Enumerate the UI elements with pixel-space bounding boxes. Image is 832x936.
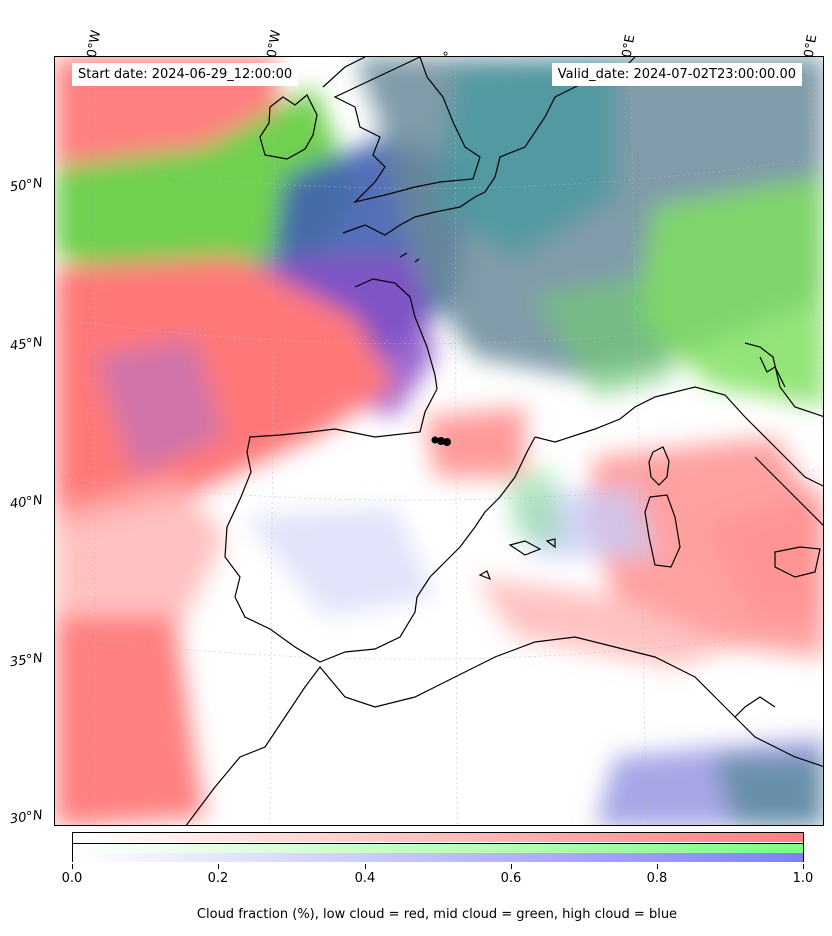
marker-cluster bbox=[431, 436, 451, 446]
graticule bbox=[55, 57, 823, 825]
colorbar bbox=[72, 832, 804, 862]
coast-italy-south bbox=[754, 456, 823, 526]
high-cloud-se-inner bbox=[715, 757, 823, 825]
coast-adriatic bbox=[744, 342, 823, 417]
coast-sardinia bbox=[644, 494, 681, 568]
cloud-field bbox=[55, 57, 823, 825]
coast-sicily bbox=[774, 546, 821, 578]
coast-channel-islands bbox=[399, 252, 420, 263]
valid-date-label: Valid_date: 2024-07-02T23:00:00.00 bbox=[551, 63, 802, 86]
coast-tunisia bbox=[734, 696, 776, 718]
colorbar-tick-label: 0.6 bbox=[500, 871, 522, 886]
coast-gulf-lion bbox=[534, 386, 823, 487]
colorbar-tick-label: 0.2 bbox=[207, 871, 229, 886]
low-cloud-sicily bbox=[475, 577, 735, 667]
low-cloud-sw bbox=[55, 617, 205, 825]
lat-label-50n: 50°N bbox=[9, 175, 44, 196]
coastlines bbox=[185, 57, 823, 825]
lat-label-30n: 30°N bbox=[9, 807, 44, 828]
coast-balearics bbox=[478, 538, 556, 581]
colorbar-tick-label: 0.8 bbox=[646, 871, 668, 886]
colorbar-tick bbox=[803, 864, 804, 869]
low-cloud-ionian bbox=[705, 487, 823, 617]
colorbar-tick bbox=[218, 864, 219, 869]
teal-cloud bbox=[435, 57, 615, 257]
lat-label-45n: 45°N bbox=[9, 334, 44, 355]
colorbar-tick bbox=[72, 864, 73, 869]
coast-iberia bbox=[224, 388, 536, 663]
lat-label-35n: 35°N bbox=[9, 650, 44, 671]
coast-north-africa bbox=[185, 636, 823, 825]
coast-corsica bbox=[648, 446, 670, 486]
coast-britain bbox=[322, 57, 481, 204]
lat-label-40n: 40°N bbox=[9, 492, 44, 513]
colorbar-tick-label: 0.4 bbox=[354, 871, 376, 886]
colorbar-tick-label: 0.0 bbox=[61, 871, 83, 886]
cloud-fraction-map bbox=[55, 57, 823, 825]
colorbar-tick bbox=[657, 864, 658, 869]
start-date-label: Start date: 2024-06-29_12:00:00 bbox=[72, 63, 299, 86]
low-cloud-balearic bbox=[425, 407, 525, 477]
colorbar-caption: Cloud fraction (%), low cloud = red, mid… bbox=[196, 907, 678, 922]
map-panel[interactable] bbox=[54, 56, 824, 826]
coast-ireland bbox=[259, 94, 318, 160]
coast-istria bbox=[759, 356, 786, 388]
colorbar-tick-label: 1.0 bbox=[792, 871, 814, 886]
colorbar-tick bbox=[511, 864, 512, 869]
colorbar-tick bbox=[365, 864, 366, 869]
mid-cloud-east bbox=[635, 177, 823, 407]
mid-cloud-med bbox=[505, 467, 565, 547]
coast-brittany bbox=[354, 278, 438, 390]
purple-patches bbox=[95, 337, 225, 477]
high-cloud-spain bbox=[245, 507, 435, 617]
colorbar-low-cloud-row bbox=[73, 833, 803, 842]
colorbar-high-cloud-row bbox=[73, 853, 803, 862]
